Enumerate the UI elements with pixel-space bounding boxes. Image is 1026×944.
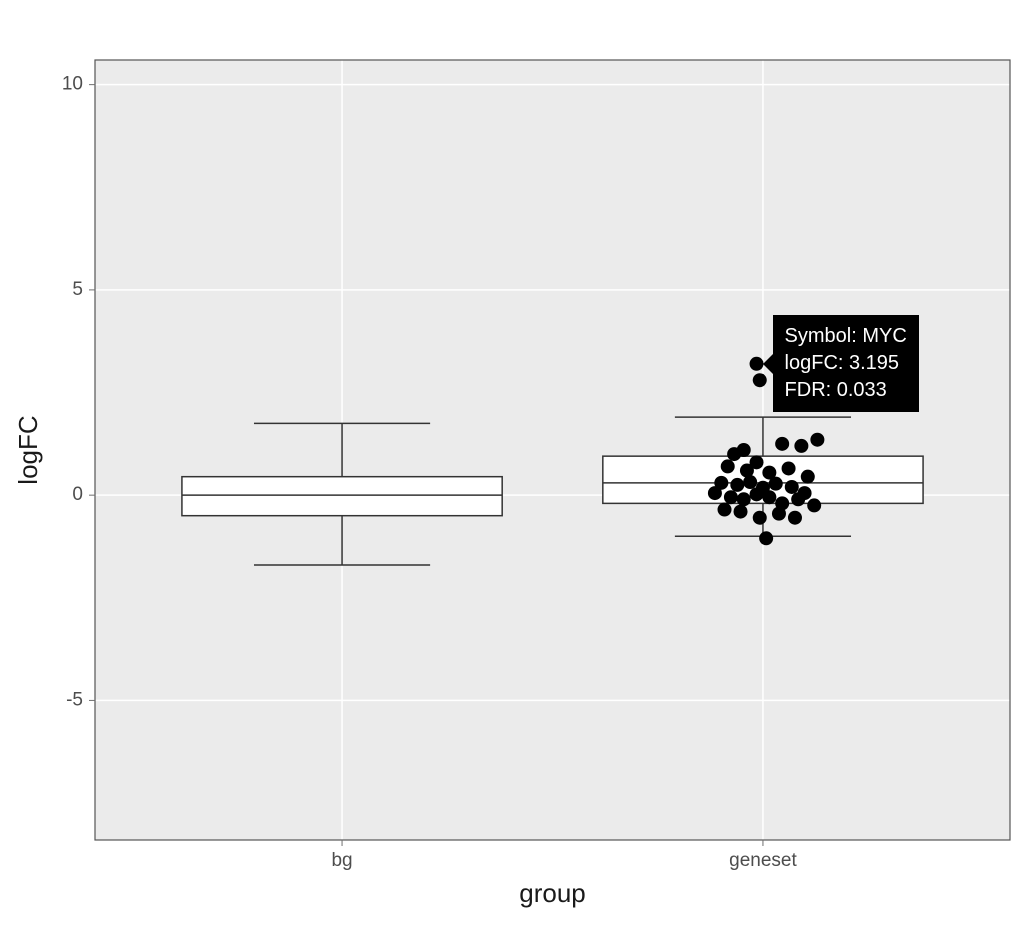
- scatter-point[interactable]: [753, 373, 767, 387]
- scatter-point[interactable]: [737, 443, 751, 457]
- y-axis-title: logFC: [13, 415, 43, 484]
- scatter-point[interactable]: [759, 531, 773, 545]
- hover-tooltip: Symbol: MYC logFC: 3.195 FDR: 0.033: [773, 315, 919, 412]
- tooltip-line-fdr: FDR: 0.033: [785, 377, 907, 404]
- y-tick-label: -5: [66, 689, 83, 710]
- scatter-point[interactable]: [762, 490, 776, 504]
- scatter-point[interactable]: [718, 503, 732, 517]
- scatter-point[interactable]: [724, 490, 738, 504]
- scatter-point[interactable]: [791, 492, 805, 506]
- scatter-point[interactable]: [750, 455, 764, 469]
- scatter-point[interactable]: [788, 511, 802, 525]
- tooltip-line-logfc: logFC: 3.195: [785, 350, 907, 377]
- y-tick-label: 10: [62, 74, 83, 95]
- y-tick-label: 0: [72, 484, 83, 505]
- scatter-point[interactable]: [750, 487, 764, 501]
- scatter-point[interactable]: [737, 492, 751, 506]
- scatter-point[interactable]: [810, 433, 824, 447]
- scatter-point[interactable]: [801, 470, 815, 484]
- scatter-point[interactable]: [785, 480, 799, 494]
- scatter-point[interactable]: [807, 498, 821, 512]
- x-tick-label: geneset: [729, 850, 797, 871]
- plot-panel[interactable]: [95, 60, 1010, 840]
- x-axis-title: group: [519, 878, 586, 908]
- scatter-point[interactable]: [750, 357, 764, 371]
- boxplot-chart: -5 0 5 10 bg geneset logFC group: [0, 0, 1026, 944]
- scatter-point[interactable]: [734, 505, 748, 519]
- scatter-point[interactable]: [730, 478, 744, 492]
- scatter-point[interactable]: [743, 475, 757, 489]
- scatter-point[interactable]: [772, 507, 786, 521]
- scatter-point[interactable]: [794, 439, 808, 453]
- scatter-point[interactable]: [721, 459, 735, 473]
- tooltip-arrow: [763, 354, 773, 374]
- scatter-point[interactable]: [708, 486, 722, 500]
- x-tick-label: bg: [331, 850, 352, 871]
- scatter-point[interactable]: [769, 477, 783, 491]
- y-tick-label: 5: [72, 279, 83, 300]
- scatter-point[interactable]: [782, 461, 796, 475]
- scatter-point[interactable]: [753, 511, 767, 525]
- chart-container: -5 0 5 10 bg geneset logFC group Symbol: MYC lo…: [0, 0, 1026, 944]
- scatter-point[interactable]: [775, 437, 789, 451]
- tooltip-line-symbol: Symbol: MYC: [785, 323, 907, 350]
